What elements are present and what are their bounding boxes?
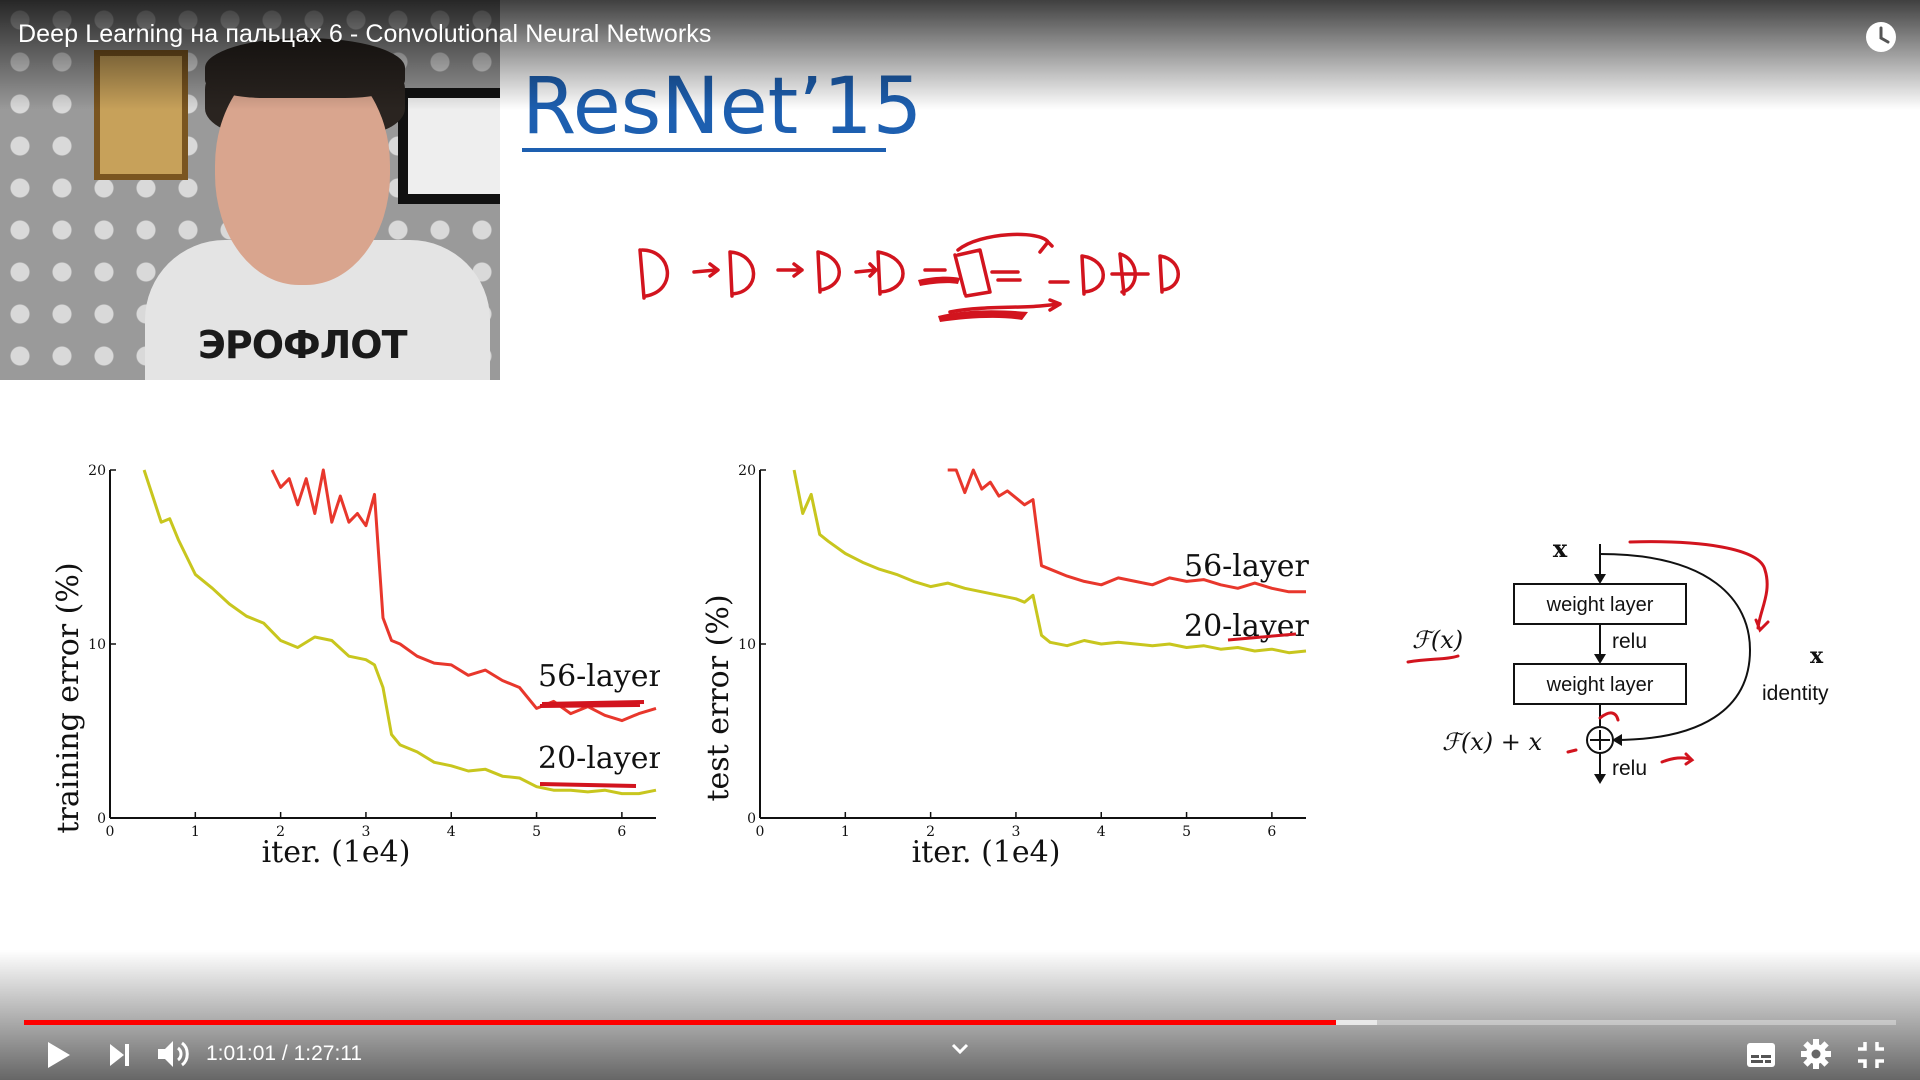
chart-axes: 0 1 2 3 4 5 6 0 10 20 (738, 463, 1306, 840)
y-tick-label: 0 (97, 811, 106, 827)
annotation-underline (539, 782, 637, 788)
x-tick-label: 1 (191, 824, 200, 840)
legend-20-layer: 20-layer (538, 741, 660, 776)
x-axis-label: iter. (1e4) (912, 835, 1061, 870)
training-error-chart: 0 1 2 3 4 5 6 0 10 20 iter. (1e4) training error … (51, 463, 660, 870)
relu-label: relu (1612, 757, 1647, 780)
series-line-20-layer (792, 469, 1307, 655)
x-tick-label: 0 (756, 824, 765, 840)
progress-played (24, 1020, 1337, 1025)
y-tick-label: 10 (738, 637, 756, 653)
skip-connection (1599, 553, 1752, 741)
y-tick-label: 20 (88, 463, 106, 479)
x-tick-label: 4 (1097, 824, 1106, 840)
gear-icon[interactable] (1800, 1038, 1832, 1070)
top-gradient (0, 0, 1920, 110)
chart-series (142, 468, 657, 796)
weight-layer-label: weight layer (1546, 594, 1654, 616)
input-x-label: x (1553, 534, 1568, 563)
residual-block-diagram: x weight layer relu weight layer relu x … (1406, 534, 1829, 784)
chevron-down-icon[interactable] (950, 1042, 970, 1056)
series-line-20-layer (142, 469, 657, 796)
x-tick-label: 2 (276, 824, 285, 840)
x-tick-label: 1 (841, 824, 850, 840)
x-tick-label: 6 (1267, 824, 1276, 840)
volume-icon[interactable] (156, 1038, 192, 1070)
next-icon[interactable] (108, 1042, 132, 1068)
clock-icon[interactable] (1864, 20, 1898, 54)
x-tick-label: 4 (447, 824, 456, 840)
x-tick-label: 2 (926, 824, 935, 840)
x-tick-label: 0 (106, 824, 115, 840)
fx-plus-x-label: ℱ(x) + x (1442, 728, 1542, 756)
x-axis-label: iter. (1e4) (262, 835, 411, 870)
series-line-56-layer (270, 468, 657, 723)
progress-bar[interactable] (24, 1020, 1896, 1025)
handwritten-sketch (638, 232, 1180, 322)
x-tick-label: 5 (1182, 824, 1191, 840)
identity-label: identity (1762, 682, 1829, 705)
fx-label: ℱ(x) (1412, 626, 1463, 654)
title-underline (522, 148, 886, 152)
handwritten-annotations (1406, 540, 1770, 766)
weight-layer-box (1513, 663, 1687, 705)
relu-label: relu (1612, 630, 1647, 653)
x-tick-label: 3 (1011, 824, 1020, 840)
chart-series (792, 468, 1307, 655)
shirt-logo: ЭРОФЛОТ (198, 323, 408, 367)
series-line-56-layer (947, 468, 1306, 594)
video-title[interactable]: Deep Learning на пальцах 6 - Convolution… (18, 20, 712, 48)
y-axis-label: test error (%) (701, 594, 736, 801)
legend-56-layer: 56-layer (538, 659, 660, 694)
annotation-underline (539, 700, 645, 708)
y-tick-label: 10 (88, 637, 106, 653)
x-tick-label: 6 (617, 824, 626, 840)
annotation-underline (1227, 632, 1297, 642)
x-tick-label: 3 (361, 824, 370, 840)
shortcut-x-label: x (1810, 643, 1824, 669)
play-icon[interactable] (44, 1040, 72, 1070)
time-display: 1:01:01 / 1:27:11 (206, 1042, 363, 1065)
chart-axes: 0 1 2 3 4 5 6 0 10 20 (88, 463, 656, 840)
weight-layer-label: weight layer (1546, 674, 1654, 696)
bottom-gradient (0, 950, 1920, 1080)
x-tick-label: 5 (532, 824, 541, 840)
subtitles-icon[interactable] (1746, 1042, 1776, 1068)
y-tick-label: 20 (738, 463, 756, 479)
y-tick-label: 0 (747, 811, 756, 827)
y-axis-label: training error (%) (51, 562, 86, 833)
exit-fullscreen-icon[interactable] (1856, 1040, 1886, 1070)
legend-56-layer: 56-layer (1184, 549, 1309, 584)
